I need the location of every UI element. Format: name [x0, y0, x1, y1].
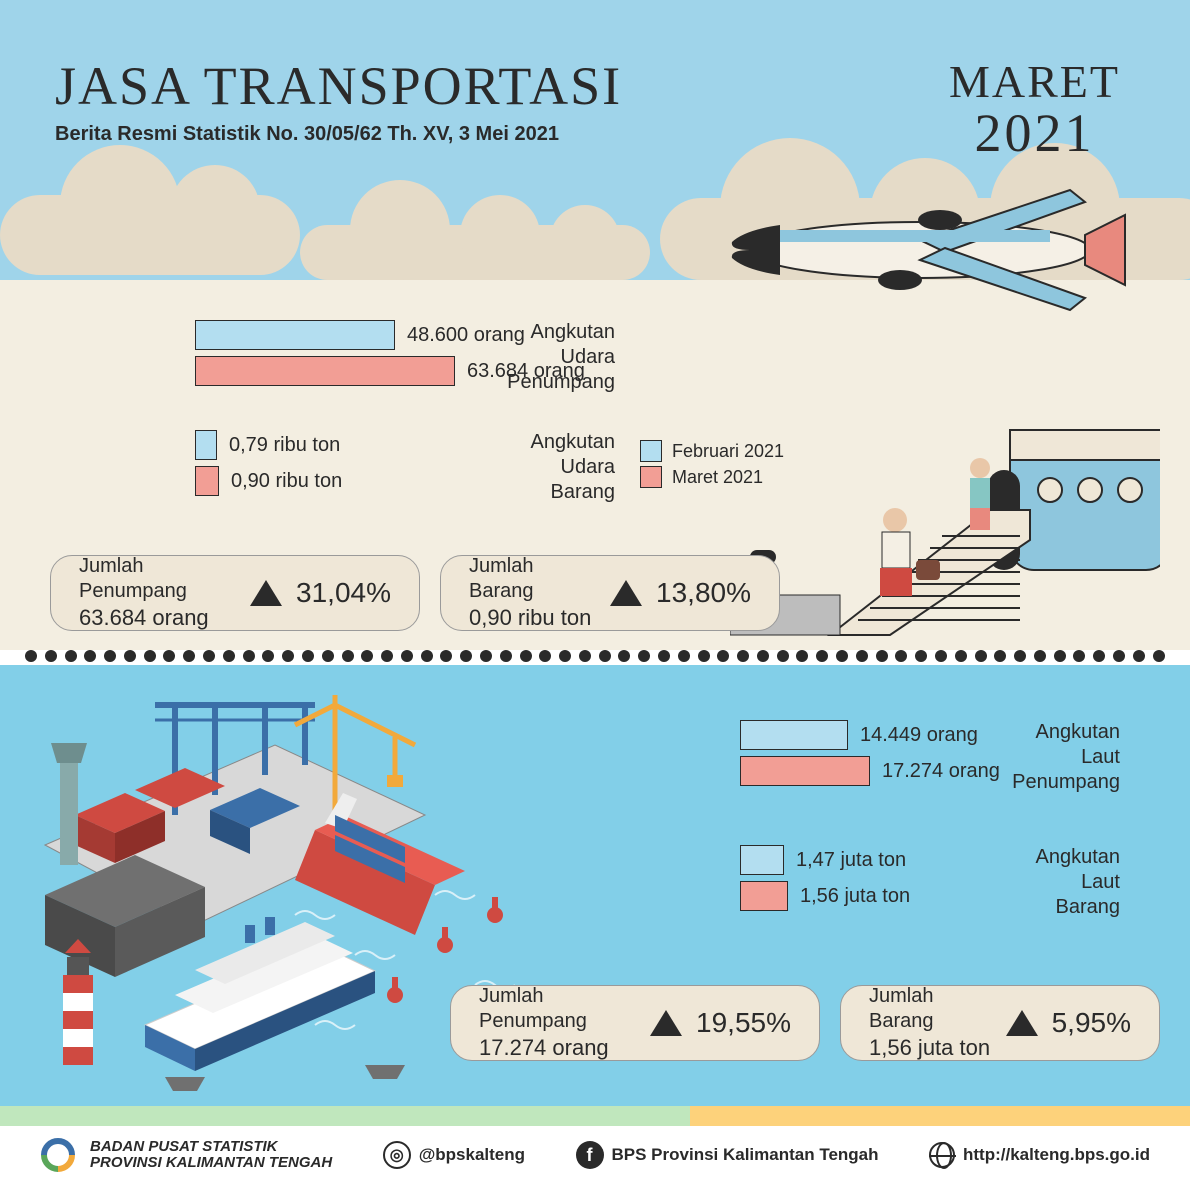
legend: Februari 2021 Maret 2021: [640, 440, 784, 492]
cloud-icon: [0, 195, 300, 275]
bar-value: 48.600 orang: [407, 324, 525, 347]
bar-mar: [195, 466, 219, 496]
infographic-page: JASA TRANSPORTASI Berita Resmi Statistik…: [0, 0, 1190, 1184]
footer-stripe: [0, 1106, 1190, 1126]
footer-instagram: @bpskalteng: [419, 1145, 525, 1165]
instagram-icon: ◎: [383, 1141, 411, 1169]
up-triangle-icon: [1006, 1010, 1038, 1036]
cloud-icon: [300, 225, 650, 280]
chart-label: Laut: [1081, 746, 1120, 768]
bar-value: 0,79 ribu ton: [229, 434, 340, 457]
page-title: JASA TRANSPORTASI: [55, 55, 622, 117]
chart-sea-passenger: Angkutan Laut Penumpang 14.449 orang 17.…: [560, 720, 1120, 800]
chart-label: Angkutan: [1035, 721, 1120, 743]
stat-air-goods: Jumlah Barang 0,90 ribu ton 13,80%: [440, 555, 780, 631]
bar-value: 63.684 orang: [467, 360, 585, 383]
stat-sea-passenger: Jumlah Penumpang 17.274 orang 19,55%: [450, 985, 820, 1061]
chart-label: Angkutan: [530, 431, 615, 453]
period-month: MARET: [949, 55, 1120, 108]
stat-label: Jumlah Barang: [869, 984, 992, 1034]
period-year: 2021: [949, 102, 1120, 164]
stat-sea-goods: Jumlah Barang 1,56 juta ton 5,95%: [840, 985, 1160, 1061]
legend-label: Februari 2021: [672, 441, 784, 462]
chart-label: Laut: [1081, 871, 1120, 893]
header-block: JASA TRANSPORTASI Berita Resmi Statistik…: [55, 55, 622, 146]
divider-dots: [25, 650, 1165, 664]
bar-feb: [740, 720, 848, 750]
bar-feb: [195, 430, 217, 460]
chart-label: Udara: [561, 456, 615, 478]
footer-url: http://kalteng.bps.go.id: [963, 1145, 1150, 1165]
bar-mar: [740, 756, 870, 786]
stat-label: Jumlah Penumpang: [479, 984, 636, 1034]
legend-swatch-feb: [640, 440, 662, 462]
chart-air-goods: Angkutan Udara Barang 0,79 ribu ton 0,90…: [55, 430, 615, 510]
stat-pct: 31,04%: [296, 577, 391, 609]
stat-label: Jumlah Penumpang: [79, 554, 236, 604]
footer: BADAN PUSAT STATISTIK PROVINSI KALIMANTA…: [0, 1126, 1190, 1184]
chart-label: Penumpang: [1012, 771, 1120, 793]
chart-air-passenger: Angkutan Udara Penumpang 48.600 orang 63…: [55, 320, 615, 400]
legend-swatch-mar: [640, 466, 662, 488]
stat-value: 0,90 ribu ton: [469, 604, 596, 632]
stat-pct: 5,95%: [1052, 1007, 1131, 1039]
facebook-icon: f: [576, 1141, 604, 1169]
legend-label: Maret 2021: [672, 467, 763, 488]
bar-value: 1,47 juta ton: [796, 849, 906, 872]
footer-org: BADAN PUSAT STATISTIK: [90, 1139, 332, 1156]
bar-value: 14.449 orang: [860, 724, 978, 747]
chart-label: Barang: [1056, 896, 1121, 918]
boarding-illustration-icon: [730, 410, 1160, 640]
bps-logo-icon: [40, 1137, 80, 1173]
stat-value: 63.684 orang: [79, 604, 236, 632]
bar-mar: [740, 881, 788, 911]
footer-org: PROVINSI KALIMANTAN TENGAH: [90, 1155, 332, 1172]
stat-value: 17.274 orang: [479, 1034, 636, 1062]
up-triangle-icon: [250, 580, 282, 606]
bar-value: 17.274 orang: [882, 760, 1000, 783]
stat-label: Jumlah Barang: [469, 554, 596, 604]
stat-air-passenger: Jumlah Penumpang 63.684 orang 31,04%: [50, 555, 420, 631]
airplane-icon: [710, 180, 1130, 340]
chart-sea-goods: Angkutan Laut Barang 1,47 juta ton 1,56 …: [560, 845, 1120, 925]
page-subtitle: Berita Resmi Statistik No. 30/05/62 Th. …: [55, 123, 622, 146]
up-triangle-icon: [650, 1010, 682, 1036]
stat-pct: 13,80%: [656, 577, 751, 609]
stat-value: 1,56 juta ton: [869, 1034, 992, 1062]
globe-icon: [929, 1142, 955, 1168]
up-triangle-icon: [610, 580, 642, 606]
chart-label: Angkutan: [1035, 846, 1120, 868]
chart-label: Barang: [551, 481, 616, 503]
bar-feb: [195, 320, 395, 350]
bar-feb: [740, 845, 784, 875]
footer-facebook: BPS Provinsi Kalimantan Tengah: [612, 1145, 879, 1165]
bar-value: 1,56 juta ton: [800, 885, 910, 908]
bar-value: 0,90 ribu ton: [231, 470, 342, 493]
period-block: MARET 2021: [949, 55, 1120, 164]
stat-pct: 19,55%: [696, 1007, 791, 1039]
bar-mar: [195, 356, 455, 386]
